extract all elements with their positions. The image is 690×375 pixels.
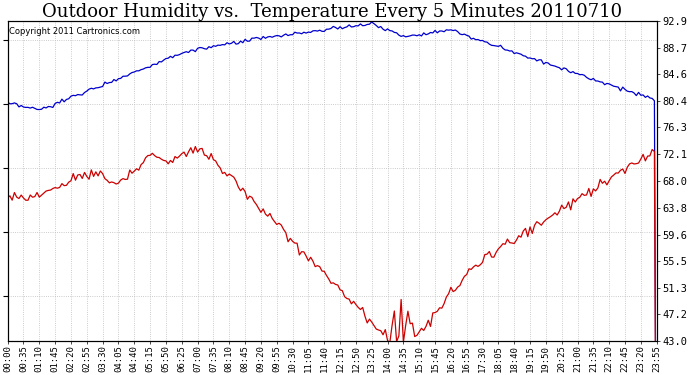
Text: Copyright 2011 Cartronics.com: Copyright 2011 Cartronics.com <box>9 27 140 36</box>
Title: Outdoor Humidity vs.  Temperature Every 5 Minutes 20110710: Outdoor Humidity vs. Temperature Every 5… <box>42 3 622 21</box>
